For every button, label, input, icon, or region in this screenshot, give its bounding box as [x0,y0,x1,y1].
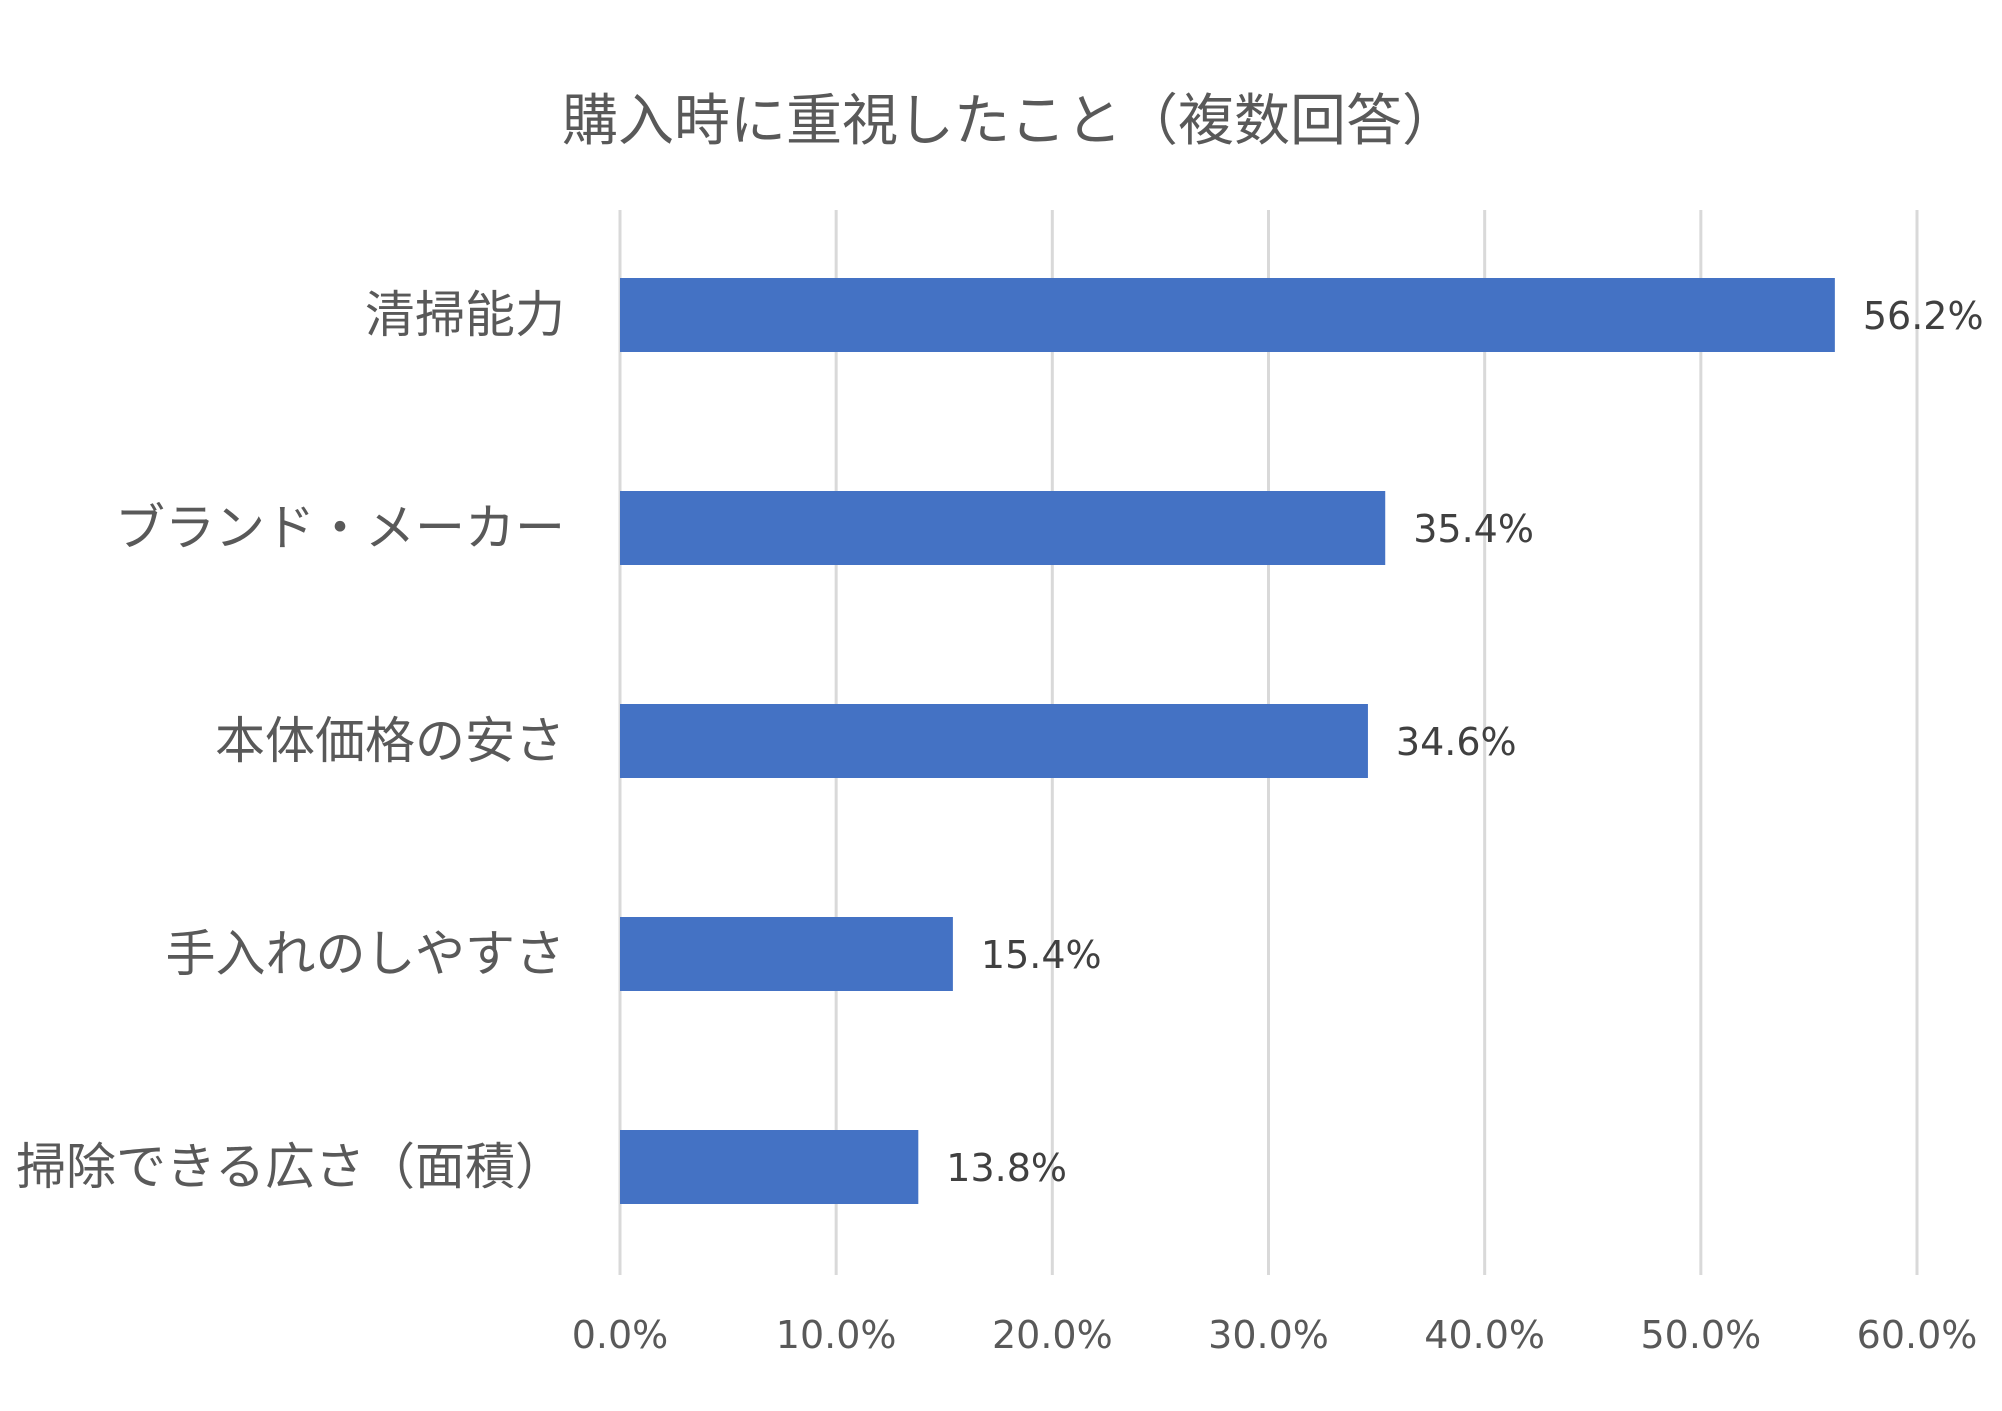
category-label: 掃除できる広さ（面積） [16,1138,565,1196]
data-label: 35.4% [1413,507,1534,551]
data-label: 15.4% [981,933,1102,977]
x-tick-label: 10.0% [776,1313,897,1357]
x-tick-label: 30.0% [1208,1313,1329,1357]
bar [620,917,953,991]
category-label: 清掃能力 [365,286,565,344]
category-label: 本体価格の安さ [215,712,565,770]
x-axis-tick-labels: 0.0% 10.0% 20.0% 30.0% 40.0% 50.0% 60.0% [572,1313,1978,1357]
data-label: 13.8% [946,1146,1067,1190]
bar [620,704,1368,778]
x-tick-label: 40.0% [1424,1313,1545,1357]
x-tick-label: 0.0% [572,1313,669,1357]
data-label: 56.2% [1863,294,1984,338]
bars [620,278,1835,1204]
chart-title: 購入時に重視したこと（複数回答） [562,89,1458,154]
bar [620,278,1835,352]
category-label: 手入れのしやすさ [166,925,566,983]
x-tick-label: 20.0% [992,1313,1113,1357]
data-label: 34.6% [1396,720,1517,764]
x-tick-label: 50.0% [1640,1313,1761,1357]
bar [620,1130,919,1204]
x-tick-label: 60.0% [1857,1313,1978,1357]
category-label: ブランド・メーカー [115,499,565,557]
data-labels: 56.2% 35.4% 34.6% 15.4% 13.8% [946,294,1983,1190]
bar [620,491,1386,565]
